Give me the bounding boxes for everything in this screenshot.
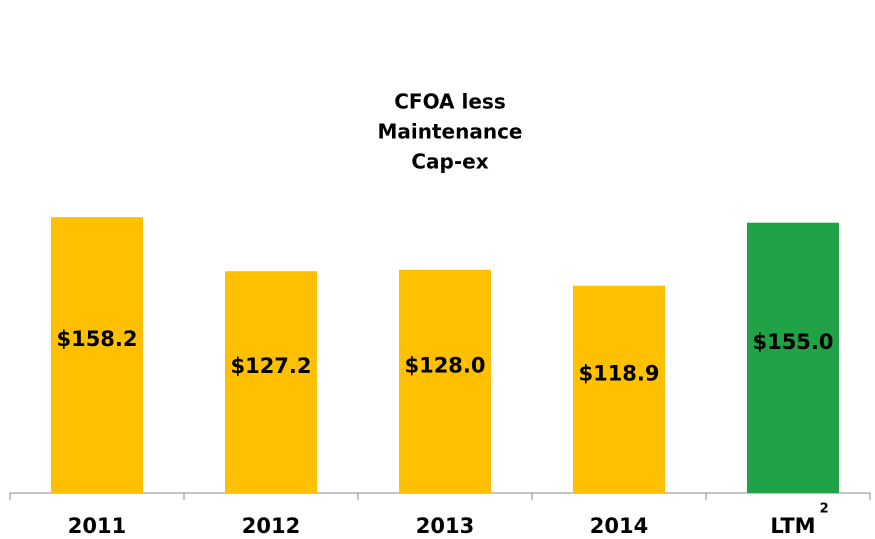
x-tick-label: 2013 xyxy=(416,514,474,538)
value-label: $128.0 xyxy=(404,353,485,377)
footnote-marker: 2 xyxy=(820,502,829,517)
value-label: $118.9 xyxy=(578,361,659,385)
bar xyxy=(399,269,491,493)
bar xyxy=(51,217,143,494)
x-tick-label: LTM xyxy=(770,514,815,538)
value-label: $155.0 xyxy=(752,330,833,354)
chart-title: CFOA less xyxy=(394,90,505,114)
bar xyxy=(747,222,839,493)
bar xyxy=(225,271,317,493)
chart-title: Maintenance xyxy=(377,120,522,144)
x-tick-label: 2012 xyxy=(242,514,300,538)
bar xyxy=(573,285,665,493)
chart-title: Cap-ex xyxy=(411,150,488,174)
x-tick-label: 2011 xyxy=(68,514,126,538)
value-label: $127.2 xyxy=(230,354,311,378)
value-label: $158.2 xyxy=(56,327,137,351)
x-tick-label: 2014 xyxy=(590,514,648,538)
